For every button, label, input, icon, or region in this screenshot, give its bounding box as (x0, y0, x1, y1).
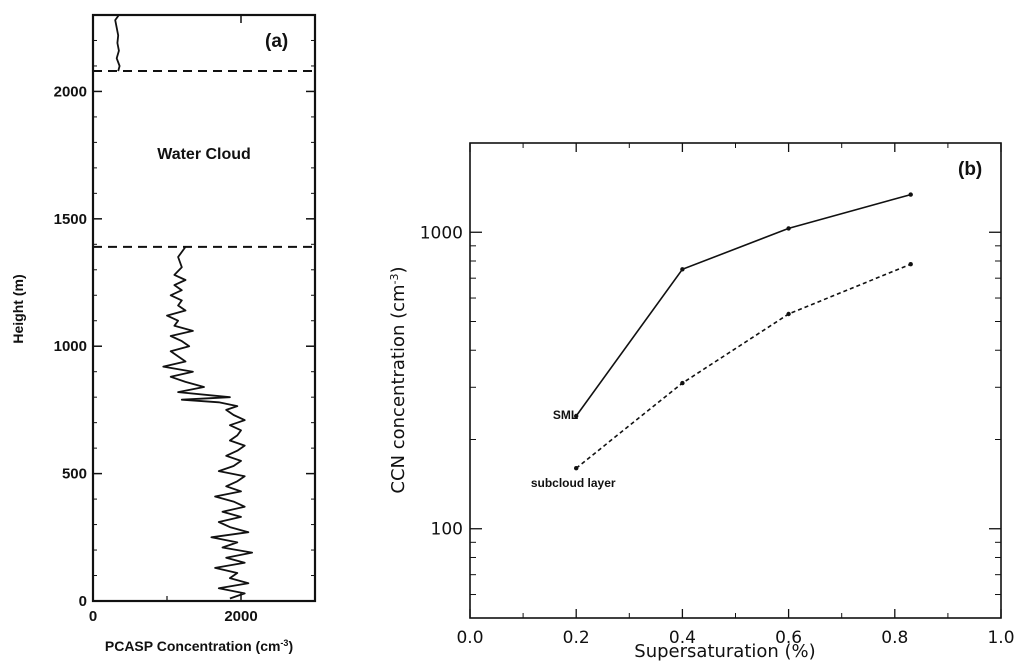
panel-b-y-tick-label-1: 1000 (420, 223, 463, 243)
series-label-subcloud-layer: subcloud layer (531, 476, 616, 490)
panel-a-y-tick-label-0: 0 (79, 593, 87, 610)
panel-b-label: (b) (958, 159, 982, 180)
panel-a-cloud-boundaries (93, 70, 315, 248)
panel-b-x-tick-label-5: 1.0 (987, 628, 1014, 648)
data-point-subcloud-layer-3 (908, 262, 913, 267)
panel-b-x-tick-label-1: 0.2 (563, 628, 590, 648)
panel-a-y-tick-label-3: 1500 (54, 211, 87, 228)
panel-a-y-tick-label-4: 2000 (54, 83, 87, 100)
panel-b-x-axis-title: Supersaturation (%) (634, 641, 815, 662)
panel-b-points (574, 192, 913, 471)
panel-b-x-tick-label-2: 0.4 (669, 628, 696, 648)
data-point-sml-1 (680, 267, 685, 272)
panel-a-x-axis-title: PCASP Concentration (cm-3) (105, 638, 293, 654)
panel-a-ticks: 0 2000 0 500 1000 1500 2000 (54, 15, 316, 625)
panel-b-series-lines (575, 193, 912, 469)
panel-a-x-tick-label-1: 2000 (224, 608, 257, 625)
panel-b-ticks: 0.0 0.2 0.4 0.6 0.8 1.0 100 1000 (420, 142, 1015, 648)
panel-b-y-axis-title-main: CCN concentration (cm (388, 284, 409, 493)
data-point-sml-0 (574, 413, 579, 419)
panel-a-x-axis-title-main: PCASP Concentration (cm (105, 638, 281, 654)
panel-a-y-tick-label-1: 500 (62, 466, 87, 483)
data-point-sml-2 (786, 226, 791, 231)
data-point-subcloud-layer-1 (680, 380, 685, 386)
data-point-subcloud-layer-0 (574, 466, 579, 471)
panel-b: 0.0 0.2 0.4 0.6 0.8 1.0 100 1000 (b) SML subclo… (388, 142, 1015, 662)
series-label-sml: SML (553, 408, 578, 422)
panel-a: 0 2000 0 500 1000 1500 2000 (a) Water Cloud He… (10, 13, 317, 654)
panel-b-y-axis-title-end: ) (388, 266, 409, 273)
pcasp-profile-line-0 (162, 246, 253, 600)
panel-a-x-axis-title-end: ) (288, 638, 293, 654)
series-line-subcloud-layer (575, 263, 912, 469)
water-cloud-label: Water Cloud (157, 146, 251, 163)
panel-b-frame (469, 142, 1002, 619)
panel-b-y-tick-label-0: 100 (431, 520, 463, 540)
panel-b-x-tick-label-0: 0.0 (456, 628, 483, 648)
panel-b-x-tick-label-4: 0.8 (881, 628, 908, 648)
panel-a-label: (a) (265, 31, 288, 52)
panel-b-y-axis-title: CCN concentration (cm-3) (388, 266, 410, 493)
panel-a-profile-lines (114, 14, 253, 600)
panel-a-y-tick-label-2: 1000 (54, 338, 87, 355)
panel-b-y-axis-title-exponent: -3 (388, 273, 401, 284)
panel-a-y-axis-title: Height (m) (10, 274, 26, 343)
series-line-sml (575, 193, 911, 417)
panel-a-frame (91, 13, 317, 603)
panel-b-x-tick-label-3: 0.6 (775, 628, 802, 648)
data-point-sml-3 (908, 192, 913, 197)
data-point-subcloud-layer-2 (786, 311, 791, 317)
pcasp-profile-line-1 (114, 14, 121, 72)
panel-a-x-axis-title-exponent: -3 (280, 638, 288, 648)
panel-a-x-tick-label-0: 0 (89, 608, 97, 625)
